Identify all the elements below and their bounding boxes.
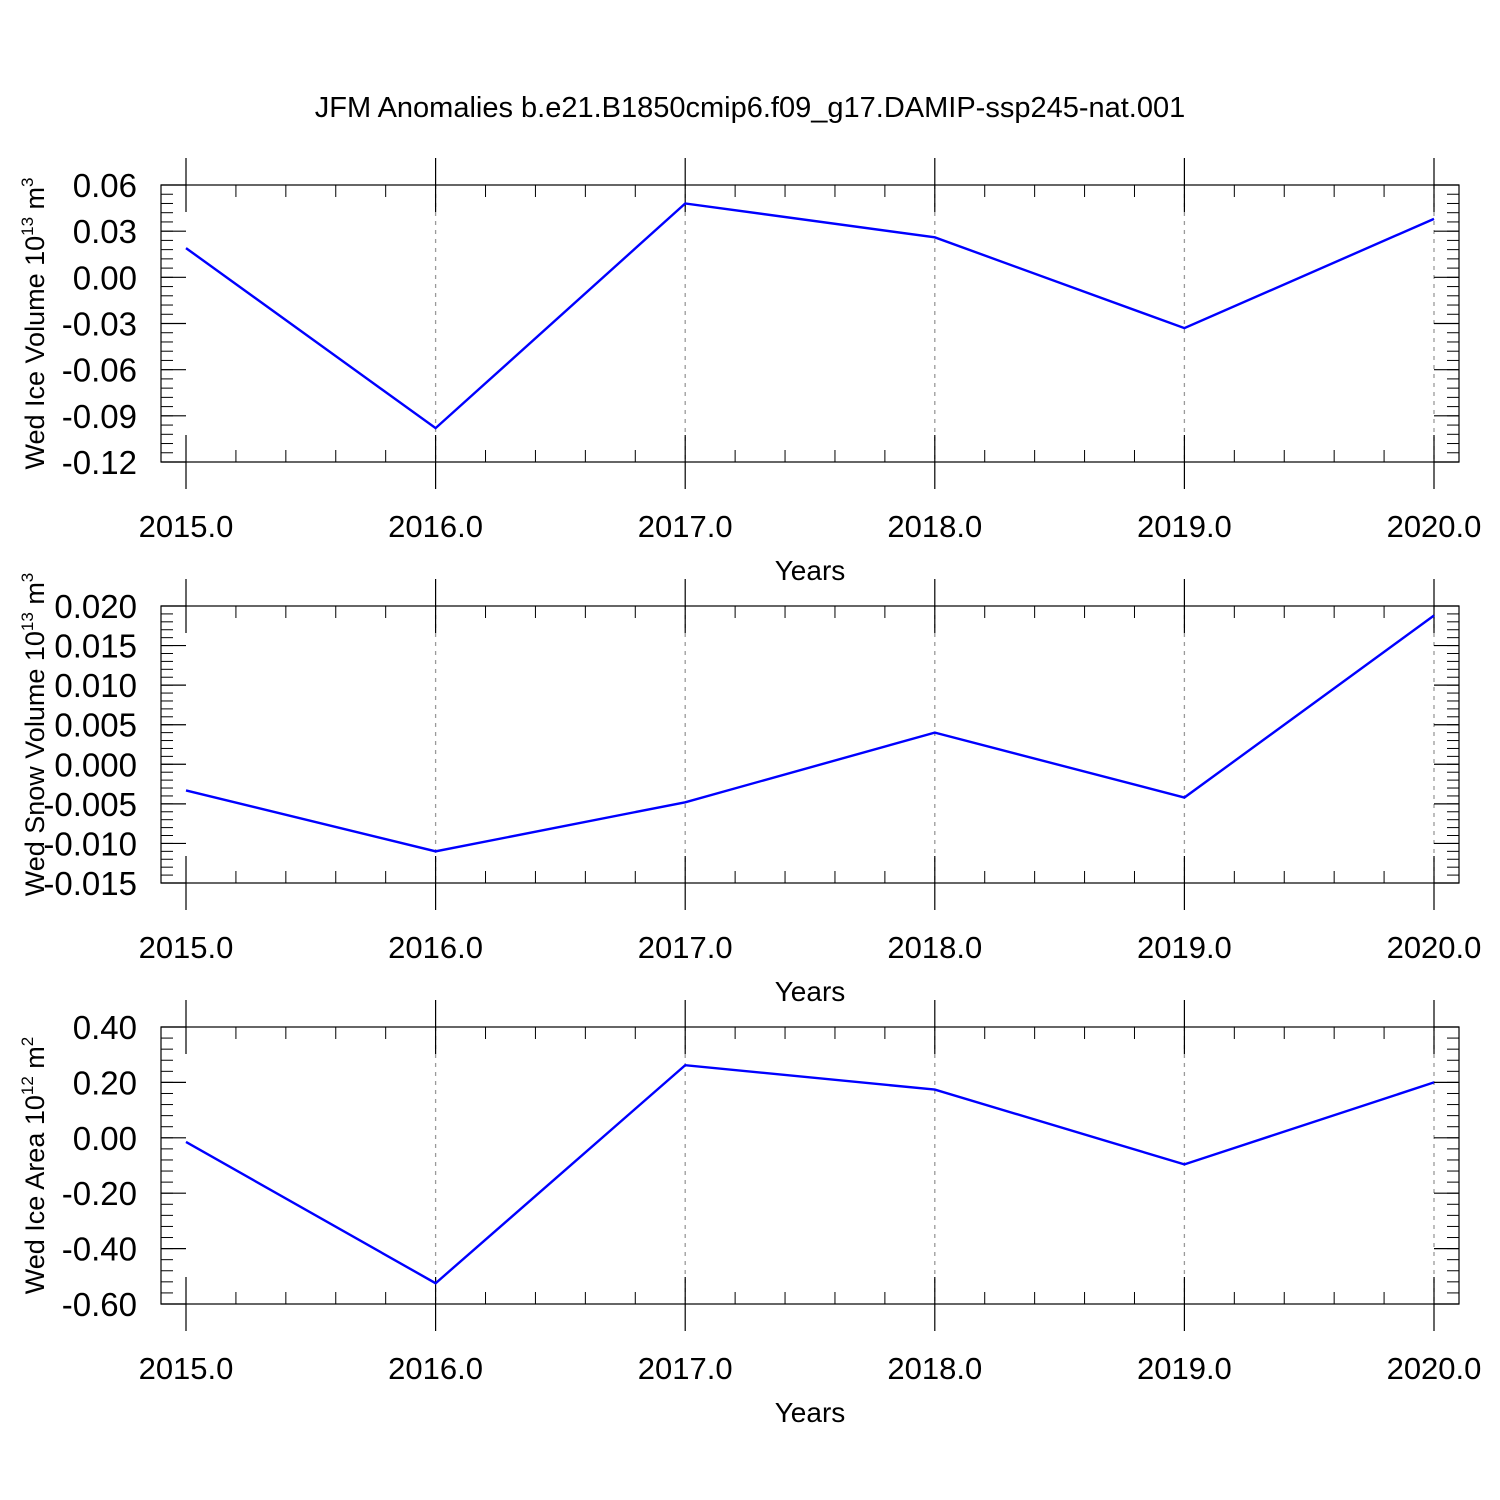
y-tick-label: 0.20 <box>73 1064 137 1101</box>
x-tick-label: 2017.0 <box>638 930 733 965</box>
y-tick-label: 0.00 <box>73 1120 137 1157</box>
y-tick-label: -0.010 <box>43 825 137 862</box>
x-tick-label: 2016.0 <box>388 1351 483 1386</box>
series-line <box>185 614 1435 853</box>
x-tick-label: 2018.0 <box>887 509 982 544</box>
x-tick-label: 2019.0 <box>1137 509 1232 544</box>
series-line <box>185 202 1435 430</box>
x-tick-label: 2016.0 <box>388 930 483 965</box>
plot-frame <box>160 184 1460 463</box>
x-tick-label: 2016.0 <box>388 509 483 544</box>
chart-title: JFM Anomalies b.e21.B1850cmip6.f09_g17.D… <box>314 92 1186 124</box>
y-tick-label: 0.06 <box>73 167 137 204</box>
x-axis-title: Years <box>775 555 846 586</box>
y-tick-label: 0.020 <box>54 588 137 625</box>
y-axis-title: Wed Ice Volume 1013 m3 <box>18 177 50 469</box>
y-tick-label: 0.005 <box>54 707 137 744</box>
series-line <box>185 1063 1435 1285</box>
y-tick-label: 0.015 <box>54 628 137 665</box>
y-tick-label: -0.40 <box>62 1231 137 1268</box>
y-tick-label: -0.015 <box>43 865 137 902</box>
x-tick-label: 2017.0 <box>638 509 733 544</box>
y-tick-label: -0.20 <box>62 1175 137 1212</box>
x-tick-label: 2015.0 <box>139 1351 234 1386</box>
x-tick-label: 2015.0 <box>139 509 234 544</box>
y-axis-title: Wed Snow Volume 1013 m3 <box>18 573 50 897</box>
x-axis-title: Years <box>775 1397 846 1428</box>
y-tick-label: -0.12 <box>62 444 137 481</box>
x-tick-label: 2017.0 <box>638 1351 733 1386</box>
x-tick-label: 2018.0 <box>887 1351 982 1386</box>
x-tick-label: 2020.0 <box>1387 930 1482 965</box>
y-axis-title: Wed Ice Area 1012 m2 <box>18 1037 50 1295</box>
x-tick-label: 2019.0 <box>1137 930 1232 965</box>
y-tick-label: 0.00 <box>73 259 137 296</box>
x-tick-label: 2019.0 <box>1137 1351 1232 1386</box>
y-tick-label: 0.000 <box>54 746 137 783</box>
y-tick-label: -0.60 <box>62 1286 137 1323</box>
y-tick-label: -0.09 <box>62 398 137 435</box>
y-tick-label: -0.06 <box>62 352 137 389</box>
y-tick-label: 0.010 <box>54 667 137 704</box>
chart-panel-2: 0.0200.0150.0100.0050.000-0.005-0.010-0.… <box>18 573 1481 1007</box>
x-tick-label: 2015.0 <box>139 930 234 965</box>
x-tick-label: 2018.0 <box>887 930 982 965</box>
plot-frame <box>160 605 1460 884</box>
y-tick-label: -0.03 <box>62 306 137 343</box>
y-tick-label: -0.005 <box>43 786 137 823</box>
x-axis-title: Years <box>775 976 846 1007</box>
y-tick-label: 0.40 <box>73 1009 137 1046</box>
plot-frame <box>160 1026 1460 1305</box>
x-tick-label: 2020.0 <box>1387 509 1482 544</box>
x-tick-label: 2020.0 <box>1387 1351 1482 1386</box>
y-tick-label: 0.03 <box>73 213 137 250</box>
